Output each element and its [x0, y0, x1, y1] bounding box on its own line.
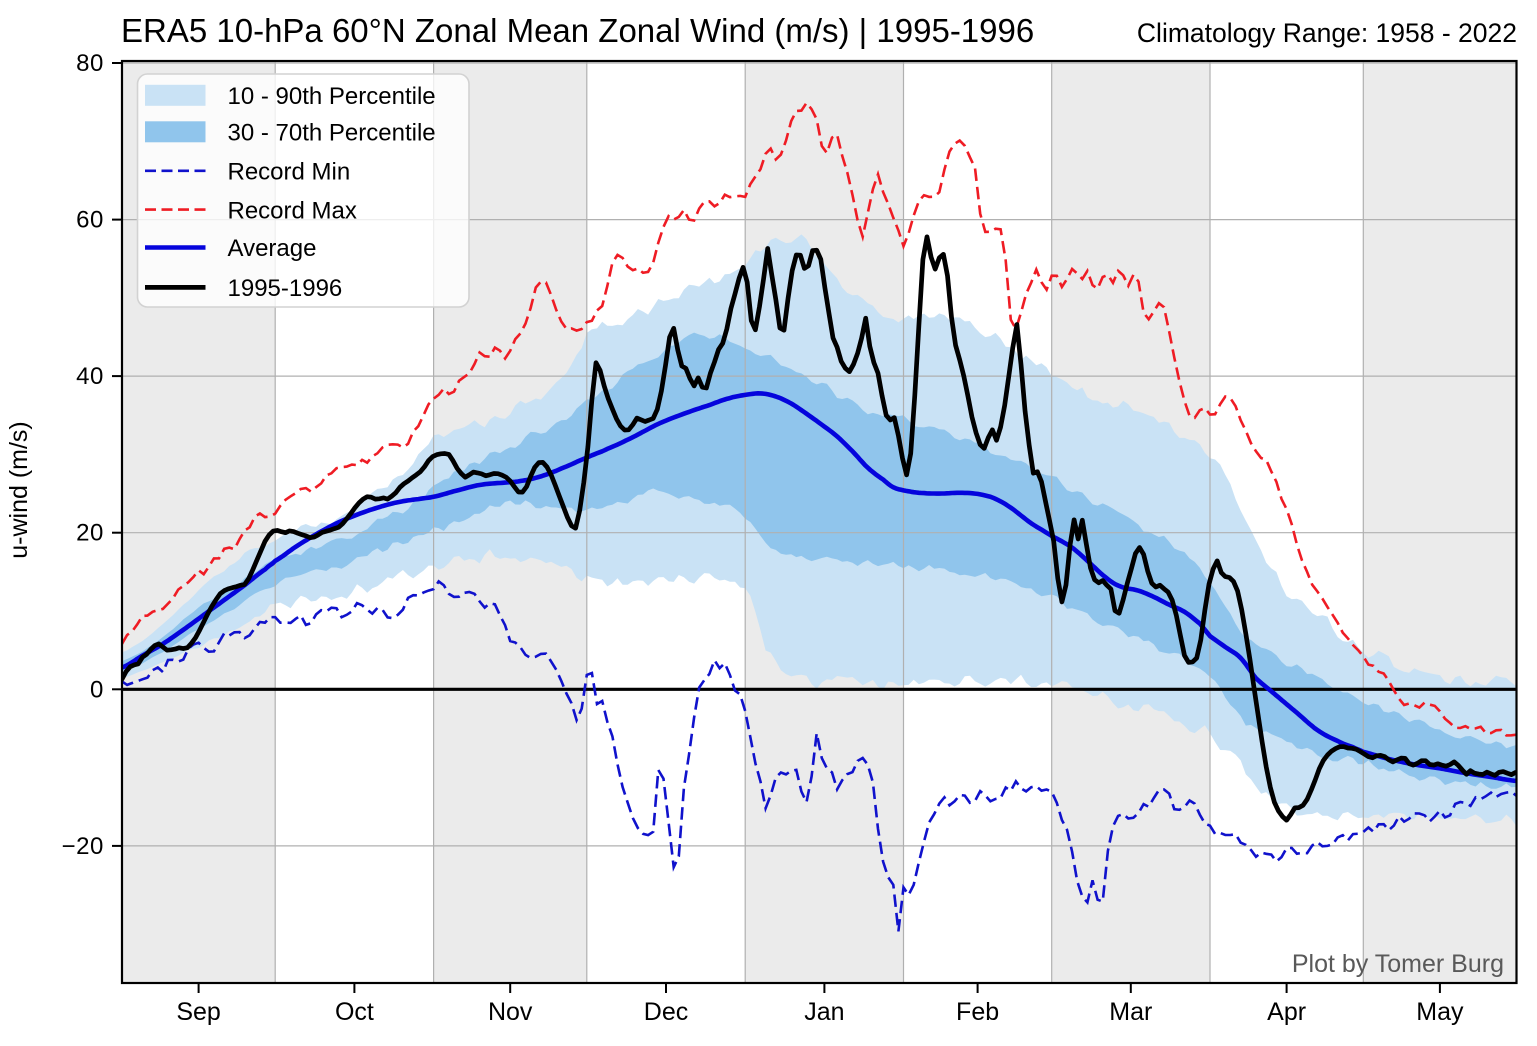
- svg-text:Plot by Tomer Burg: Plot by Tomer Burg: [1292, 950, 1504, 978]
- svg-text:Nov: Nov: [488, 998, 533, 1026]
- svg-text:30 - 70th Percentile: 30 - 70th Percentile: [228, 120, 436, 147]
- svg-text:May: May: [1416, 998, 1464, 1026]
- svg-text:Feb: Feb: [956, 998, 999, 1026]
- svg-text:Dec: Dec: [644, 998, 688, 1026]
- svg-text:Oct: Oct: [335, 998, 374, 1026]
- svg-text:10 - 90th Percentile: 10 - 90th Percentile: [228, 83, 436, 110]
- svg-text:u-wind (m/s): u-wind (m/s): [5, 421, 33, 559]
- svg-text:20: 20: [76, 520, 104, 547]
- svg-text:−20: −20: [61, 833, 104, 860]
- svg-text:Jan: Jan: [804, 998, 844, 1026]
- svg-text:ERA5 10-hPa 60°N Zonal Mean Zo: ERA5 10-hPa 60°N Zonal Mean Zonal Wind (…: [121, 12, 1034, 49]
- svg-text:Mar: Mar: [1109, 998, 1152, 1026]
- svg-text:Sep: Sep: [176, 998, 220, 1026]
- svg-text:40: 40: [76, 363, 104, 390]
- svg-text:1995-1996: 1995-1996: [228, 275, 343, 302]
- svg-text:Record Min: Record Min: [228, 159, 351, 186]
- svg-text:80: 80: [76, 50, 104, 77]
- svg-text:Average: Average: [228, 235, 317, 262]
- svg-text:Climatology Range: 1958 - 2022: Climatology Range: 1958 - 2022: [1137, 18, 1517, 48]
- svg-text:Apr: Apr: [1267, 998, 1306, 1026]
- svg-text:60: 60: [76, 207, 104, 234]
- svg-text:0: 0: [90, 676, 104, 703]
- svg-text:Record Max: Record Max: [228, 197, 357, 224]
